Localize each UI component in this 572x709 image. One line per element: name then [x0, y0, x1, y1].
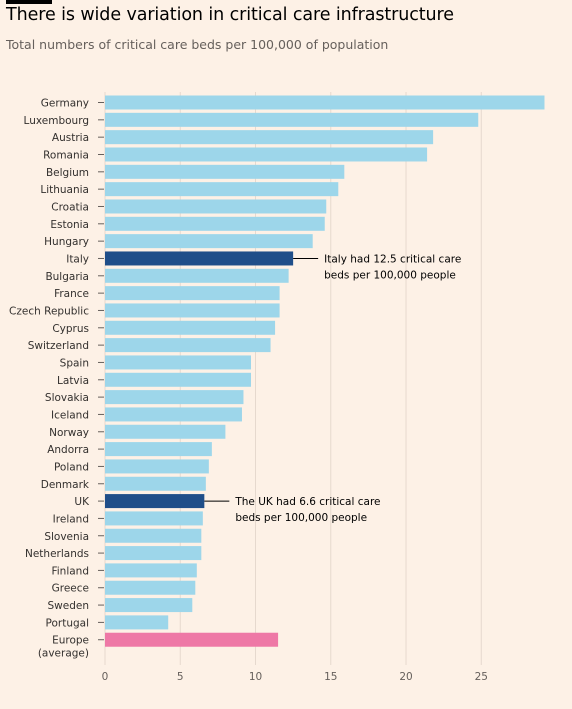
- category-label-slovakia: Slovakia: [45, 392, 89, 404]
- x-tick-label-0: 0: [102, 671, 109, 683]
- annotation-uk-line-2: beds per 100,000 people: [235, 512, 367, 524]
- category-label-europe-average-1: Europe: [52, 635, 89, 647]
- category-label-luxembourg: Luxembourg: [24, 115, 89, 127]
- category-label-switzerland: Switzerland: [28, 340, 89, 352]
- category-label-greece: Greece: [52, 583, 89, 595]
- category-label-cyprus: Cyprus: [52, 323, 89, 335]
- bar-croatia: [105, 199, 327, 214]
- bar-poland: [105, 459, 209, 474]
- bar-bulgaria: [105, 268, 289, 283]
- bar-slovenia: [105, 528, 202, 543]
- bar-finland: [105, 563, 197, 578]
- category-label-czech-republic: Czech Republic: [9, 305, 89, 317]
- category-label-italy: Italy: [66, 253, 89, 265]
- bar-estonia: [105, 216, 325, 231]
- bar-latvia: [105, 372, 251, 387]
- bar-portugal: [105, 615, 169, 630]
- category-label-croatia: Croatia: [51, 201, 89, 213]
- x-tick-label-10: 10: [249, 671, 262, 683]
- category-label-sweden: Sweden: [48, 600, 90, 612]
- annotation-italy-line-2: beds per 100,000 people: [324, 269, 456, 281]
- bar-romania: [105, 147, 428, 162]
- bar-europe-average: [105, 632, 279, 647]
- bar-greece: [105, 580, 196, 595]
- category-label-andorra: Andorra: [47, 444, 89, 456]
- annotation-uk-line-1: The UK had 6.6 critical care: [234, 496, 380, 508]
- annotation-italy-line-1: Italy had 12.5 critical care: [324, 253, 461, 265]
- category-label-lithuania: Lithuania: [40, 184, 89, 196]
- bar-norway: [105, 424, 226, 439]
- bar-ireland: [105, 511, 203, 526]
- bar-switzerland: [105, 338, 271, 353]
- x-tick-label-20: 20: [399, 671, 412, 683]
- category-label-hungary: Hungary: [44, 236, 89, 248]
- bar-iceland: [105, 407, 242, 422]
- bar-luxembourg: [105, 112, 479, 127]
- category-label-belgium: Belgium: [46, 167, 89, 179]
- bar-france: [105, 286, 280, 301]
- x-tick-label-25: 25: [475, 671, 488, 683]
- bar-germany: [105, 95, 545, 110]
- bar-slovakia: [105, 390, 244, 405]
- category-label-bulgaria: Bulgaria: [45, 271, 89, 283]
- category-label-spain: Spain: [60, 357, 89, 369]
- bar-cyprus: [105, 320, 276, 335]
- bar-andorra: [105, 442, 212, 457]
- category-label-latvia: Latvia: [57, 375, 89, 387]
- bar-lithuania: [105, 182, 339, 197]
- x-tick-label-15: 15: [324, 671, 337, 683]
- category-label-netherlands: Netherlands: [25, 548, 89, 560]
- category-label-norway: Norway: [49, 427, 89, 439]
- category-label-estonia: Estonia: [50, 219, 89, 231]
- bar-austria: [105, 130, 434, 145]
- bar-netherlands: [105, 546, 202, 561]
- bar-denmark: [105, 476, 206, 491]
- category-label-portugal: Portugal: [46, 617, 90, 629]
- title-accent-bar: [6, 0, 52, 4]
- category-label-germany: Germany: [41, 98, 89, 110]
- category-label-iceland: Iceland: [51, 409, 89, 421]
- category-label-denmark: Denmark: [41, 479, 90, 491]
- bar-uk: [105, 494, 205, 509]
- bar-italy: [105, 251, 294, 266]
- category-label-france: France: [54, 288, 89, 300]
- bar-spain: [105, 355, 251, 370]
- chart-title: There is wide variation in critical care…: [6, 5, 454, 25]
- category-label-slovenia: Slovenia: [44, 531, 89, 543]
- bar-hungary: [105, 234, 313, 249]
- category-label-europe-average-2: (average): [38, 648, 89, 660]
- category-label-romania: Romania: [43, 149, 89, 161]
- x-tick-label-5: 5: [177, 671, 184, 683]
- category-label-poland: Poland: [54, 461, 89, 473]
- bar-czech-republic: [105, 303, 280, 318]
- category-label-finland: Finland: [51, 565, 89, 577]
- bar-sweden: [105, 598, 193, 613]
- bar-belgium: [105, 164, 345, 179]
- category-label-ireland: Ireland: [53, 513, 89, 525]
- chart-subtitle: Total numbers of critical care beds per …: [6, 37, 389, 52]
- category-label-austria: Austria: [52, 132, 89, 144]
- category-label-uk: UK: [74, 496, 90, 508]
